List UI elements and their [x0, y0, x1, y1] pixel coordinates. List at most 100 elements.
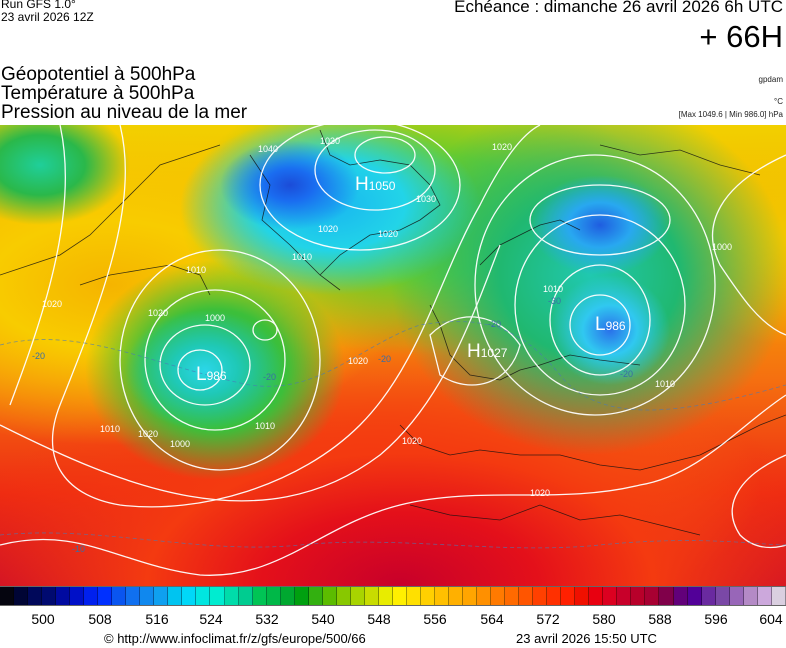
colorbar-cell	[154, 587, 169, 605]
isobar-label: 1020	[492, 142, 513, 152]
colorbar-cell	[449, 587, 464, 605]
colorbar-cell	[420, 587, 435, 605]
colorbar-tick-label: 588	[648, 611, 672, 627]
colorbar-tick-label: 508	[88, 611, 112, 627]
colorbar-cell	[701, 587, 716, 605]
isobar-label: 1010	[292, 252, 313, 262]
low-pressure-center-baltic: L986	[595, 315, 626, 336]
colorbar-cell	[477, 587, 492, 605]
forecast-valid-time: Echéance : dimanche 26 avril 2026 6h UTC	[454, 0, 783, 16]
title-pressure: Pression au niveau de la mer	[1, 102, 248, 123]
colorbar-cell	[406, 587, 421, 605]
colorbar-cell	[70, 587, 85, 605]
lead-time: + 66H	[699, 19, 783, 54]
colorbar-cell	[575, 587, 590, 605]
colorbar-cell	[56, 587, 71, 605]
colorbar-cell	[659, 587, 674, 605]
colorbar-cell	[168, 587, 183, 605]
isobar-label: 1010	[543, 284, 564, 294]
colorbar-cell	[771, 587, 786, 605]
pressure-type: H	[355, 174, 369, 195]
isobar-label: 1020	[42, 299, 63, 309]
isobar-label: 1010	[100, 424, 121, 434]
source-link[interactable]: © http://www.infoclimat.fr/z/gfs/europe/…	[104, 631, 366, 646]
colorbar-cell	[687, 587, 702, 605]
colorbar-cell	[112, 587, 127, 605]
isobar-label: 1000	[170, 439, 191, 449]
colorbar-tick-label: 532	[255, 611, 279, 627]
colorbar-tick-label: 556	[423, 611, 447, 627]
unit-geopotential: gpdam	[758, 75, 783, 84]
isotherm-label: -20	[488, 319, 502, 329]
pressure-type: L	[196, 364, 207, 385]
colorbar-cell	[491, 587, 506, 605]
colorbar-cell	[603, 587, 618, 605]
colorbar-tick-label: 596	[704, 611, 728, 627]
unit-temperature: °C	[774, 97, 783, 106]
title-temperature: Température à 500hPa	[1, 83, 195, 104]
colorbar-cell	[434, 587, 449, 605]
colorbar-cell	[224, 587, 239, 605]
colorbar-tick-label: 540	[311, 611, 335, 627]
colorbar-cell	[294, 587, 309, 605]
colorbar-cell	[631, 587, 646, 605]
isobar-label: 1020	[378, 229, 399, 239]
colorbar-cell	[561, 587, 576, 605]
colorbar-cell	[308, 587, 323, 605]
colorbar-cell	[238, 587, 253, 605]
colorbar-tick-label: 572	[536, 611, 560, 627]
colorbar-tick-label: 604	[759, 611, 783, 627]
isobar-contours	[0, 125, 786, 576]
isotherm-label: -20	[620, 369, 634, 379]
isobar-label: 1030	[416, 194, 437, 204]
high-pressure-center-greenland: H1050	[355, 175, 395, 196]
colorbar-cell	[729, 587, 744, 605]
pressure-type: L	[595, 314, 606, 335]
colorbar-cell	[715, 587, 730, 605]
colorbar-tick-label: 548	[367, 611, 391, 627]
isobar-label: 1020	[138, 429, 159, 439]
colorbar-cell	[350, 587, 365, 605]
pressure-value: 986	[605, 319, 626, 333]
colorbar-cell	[673, 587, 688, 605]
colorbar-cell	[519, 587, 534, 605]
isotherm-label: -20	[263, 372, 277, 382]
isobar-label: 1000	[712, 242, 733, 252]
colorbar-cell	[757, 587, 772, 605]
colorbar-cell	[0, 587, 15, 605]
colorbar-cell	[210, 587, 225, 605]
colorbar-cell	[617, 587, 632, 605]
pressure-value: 986	[206, 369, 227, 383]
weather-map: H1050 L986 H1027 L986 1030 1030 1020 1020 10…	[0, 125, 786, 586]
isobar-label: 1040	[258, 144, 279, 154]
title-geopotential: Géopotentiel à 500hPa	[1, 64, 196, 85]
run-label: Run GFS 1.0°	[1, 0, 76, 11]
generated-timestamp: 23 avril 2026 15:50 UTC	[516, 631, 657, 646]
isotherm-label: -10	[72, 544, 86, 554]
pressure-type: H	[467, 341, 481, 362]
unit-pressure-range: [Max 1049.6 | Min 986.0] hPa	[678, 110, 783, 119]
colorbar-tick-label: 500	[31, 611, 55, 627]
isobar-label: 1010	[186, 265, 207, 275]
colorbar-cell	[378, 587, 393, 605]
colorbar-cell	[42, 587, 57, 605]
isobar-label: 1000	[205, 313, 226, 323]
colorbar-cell	[322, 587, 337, 605]
isobar-label: 1020	[318, 224, 339, 234]
isobar-label: 1010	[255, 421, 276, 431]
isobar-label: 1020	[402, 436, 423, 446]
colorbar-cell	[182, 587, 197, 605]
coastlines	[0, 129, 786, 536]
colorbar-cell	[336, 587, 351, 605]
isotherm-label: -30	[548, 296, 562, 306]
colorbar-cell	[392, 587, 407, 605]
isotherm-label: -20	[32, 351, 46, 361]
colorbar-cell	[533, 587, 548, 605]
colorbar-cell	[98, 587, 113, 605]
colorbar-cell	[505, 587, 520, 605]
pressure-value: 1027	[480, 346, 508, 360]
isobar-label: 1020	[530, 488, 551, 498]
isotherm-label: -20	[378, 354, 392, 364]
colorbar-cell	[266, 587, 281, 605]
colorbar-cell	[364, 587, 379, 605]
